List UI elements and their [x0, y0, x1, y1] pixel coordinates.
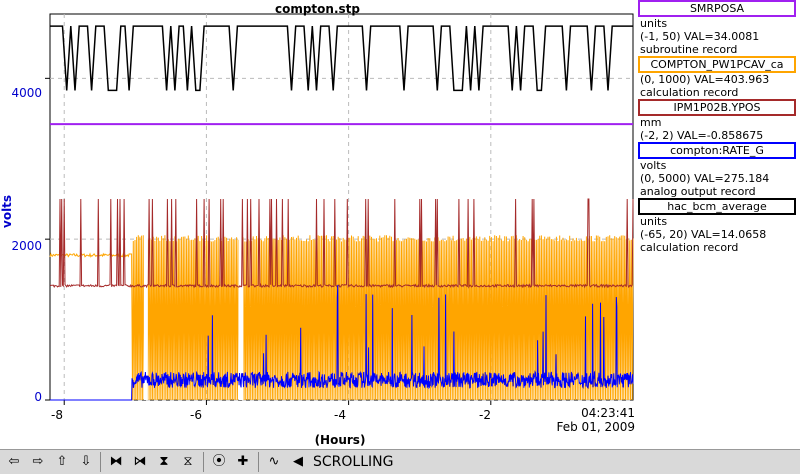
legend-record-type: calculation record [640, 86, 739, 99]
x-tick-label: -4 [334, 408, 346, 422]
y-tick-label: 4000 [11, 86, 42, 100]
legend-entry-hac-bcm-average[interactable]: hac_bcm_average units (-65, 20) VAL=14.0… [638, 198, 800, 254]
back-icon[interactable]: ◀ [293, 454, 303, 469]
legend-record-type: analog output record [640, 185, 756, 198]
x-tick-label: -6 [190, 408, 202, 422]
y-tick-label: 0 [34, 390, 42, 404]
legend-units: mm [640, 116, 662, 129]
legend-entry-ipm1p02b[interactable]: IPM1P02B.YPOS mm (-2, 2) VAL=-0.858675 [638, 99, 800, 142]
legend-units: units [640, 215, 668, 228]
legend-range-value: (-2, 2) VAL=-0.858675 [640, 129, 764, 142]
toolbar-separator [203, 452, 204, 472]
y-tick-label: 2000 [11, 239, 42, 253]
add-icon[interactable]: ✚ [237, 454, 249, 469]
legend-range-value: (0, 1000) VAL=403.963 [640, 73, 770, 86]
legend-name-box[interactable]: IPM1P02B.YPOS [638, 99, 796, 116]
series-line-compton-rate-g [50, 284, 634, 401]
legend-name-box[interactable]: COMPTON_PW1PCAV_ca [638, 56, 796, 73]
y-axis-label: volts [0, 194, 14, 228]
record-icon[interactable]: ⦿ [212, 454, 226, 469]
x-tick-label: -8 [51, 408, 63, 422]
legend-entry-smrposa[interactable]: SMRPOSA units (-1, 50) VAL=34.0081 subro… [638, 0, 800, 56]
x-axis-label: (Hours) [314, 433, 366, 447]
scrolling-status: SCROLLING [313, 454, 394, 470]
legend-name-box[interactable]: compton:RATE_G [638, 142, 796, 159]
data-gap [238, 235, 244, 400]
legend-range-value: (-65, 20) VAL=14.0658 [640, 228, 767, 241]
legend-units: units [640, 17, 668, 30]
expand-horizontal-icon[interactable]: ⧓ [109, 454, 123, 469]
legend-range-value: (0, 5000) VAL=275.184 [640, 172, 770, 185]
arrow-down-icon[interactable]: ⇩ [80, 454, 92, 469]
toolbar: ⇦ ⇨ ⇧ ⇩ ⧓ ⧒ ⧗ ⧖ ⦿ ✚ ∿ ◀ SCROLLING [0, 449, 800, 474]
legend-entry-compton-pw1pcav[interactable]: COMPTON_PW1PCAV_ca (0, 1000) VAL=403.963… [638, 56, 800, 99]
current-time: 04:23:41 [581, 406, 635, 420]
x-tick-label: -2 [479, 408, 491, 422]
legend-name-box[interactable]: SMRPOSA [638, 0, 796, 17]
chart-title: compton.stp [274, 2, 360, 16]
legend-units: volts [640, 159, 667, 172]
current-date: Feb 01, 2009 [556, 420, 636, 434]
series-line-hac-bcm-average [50, 25, 633, 92]
current-timestamp: 04:23:41 Feb 01, 2009 [555, 406, 636, 434]
arrow-right-icon[interactable]: ⇨ [32, 454, 44, 469]
data-gap [143, 235, 148, 400]
compress-vertical-icon[interactable]: ⧖ [183, 454, 193, 469]
legend-range-value: (-1, 50) VAL=34.0081 [640, 30, 760, 43]
legend-name-box[interactable]: hac_bcm_average [638, 198, 796, 215]
legend-record-type: calculation record [640, 241, 739, 254]
legend-record-type: subroutine record [640, 43, 738, 56]
compress-horizontal-icon[interactable]: ⧒ [133, 454, 147, 469]
arrow-left-icon[interactable]: ⇦ [8, 454, 20, 469]
wave-icon[interactable]: ∿ [268, 454, 280, 469]
toolbar-separator [100, 452, 101, 472]
arrow-up-icon[interactable]: ⇧ [56, 454, 68, 469]
legend-entry-compton-rate-g[interactable]: compton:RATE_G volts (0, 5000) VAL=275.1… [638, 142, 800, 198]
legend-panel: SMRPOSA units (-1, 50) VAL=34.0081 subro… [638, 0, 800, 254]
series-line-ipm1p02b [49, 198, 634, 289]
expand-vertical-icon[interactable]: ⧗ [159, 454, 169, 469]
toolbar-separator [258, 452, 259, 472]
